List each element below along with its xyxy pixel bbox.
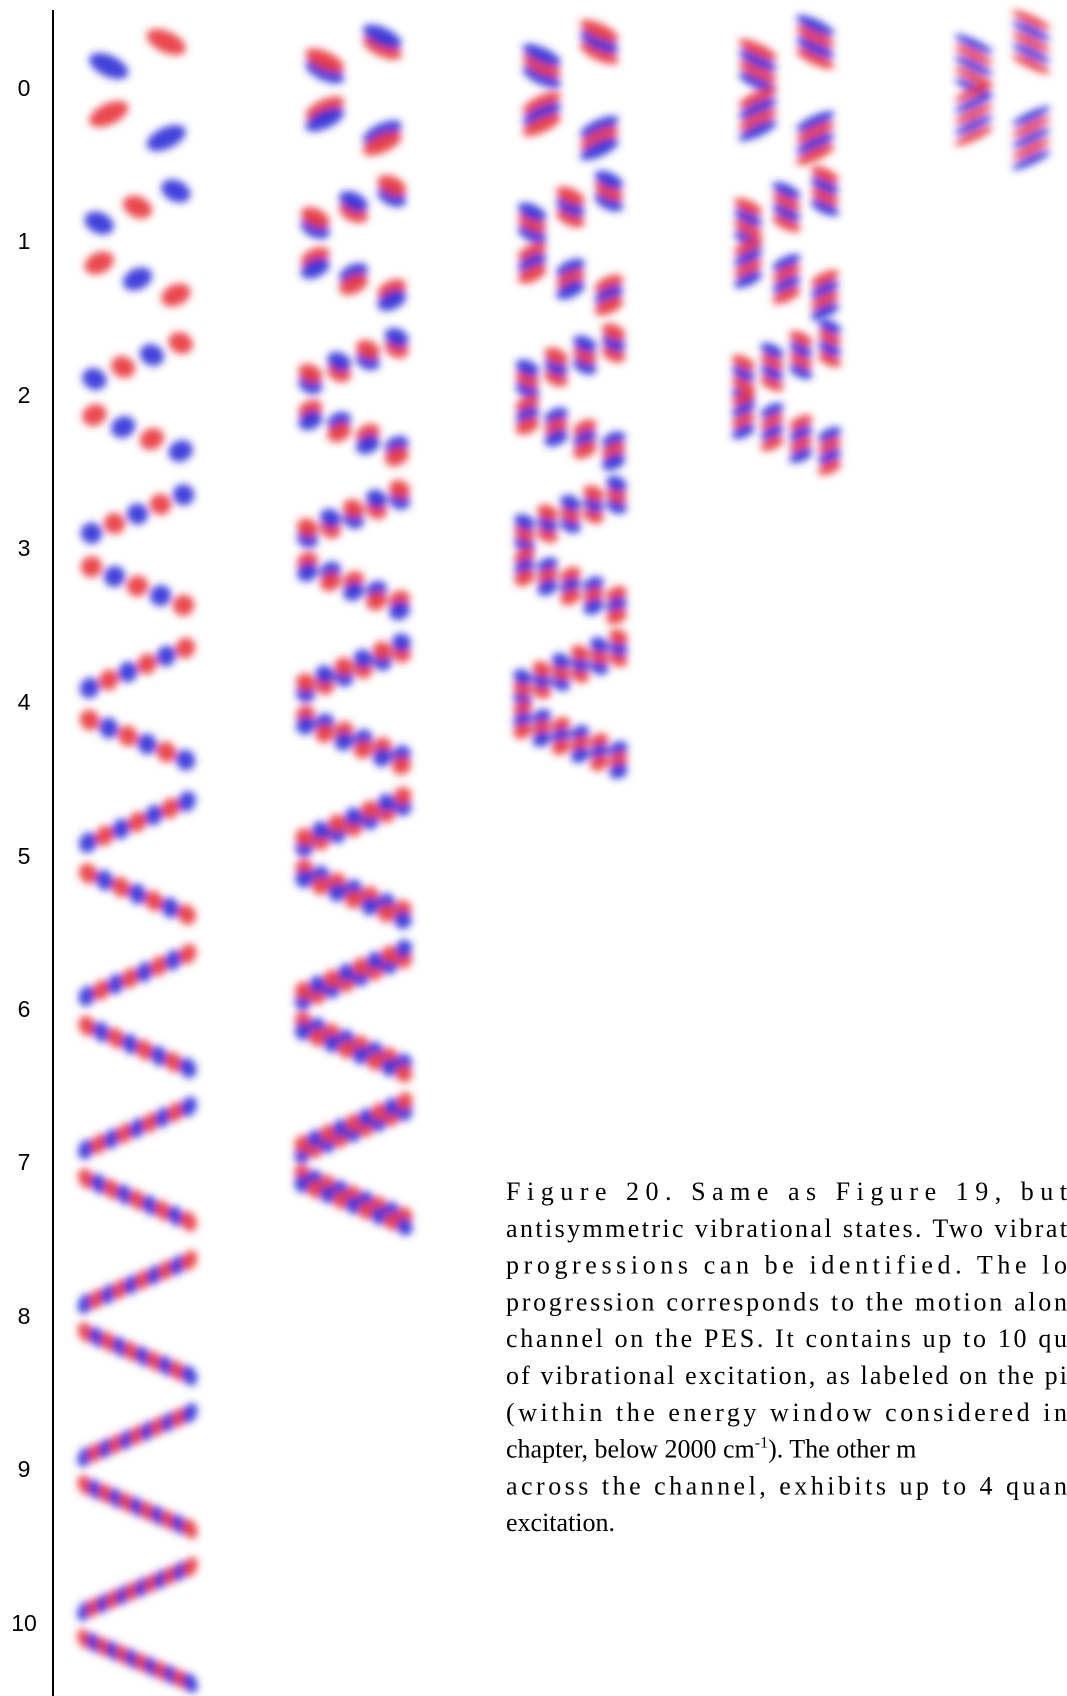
lobe bbox=[77, 519, 105, 547]
lobe bbox=[157, 279, 194, 311]
lobe bbox=[76, 674, 102, 701]
lobe bbox=[153, 642, 179, 669]
wavefunction-panel bbox=[732, 163, 842, 324]
caption: Figure 20. Same as Figure 19, but antisym… bbox=[506, 1177, 1067, 1537]
row-label: 3 bbox=[18, 535, 31, 561]
wavefunction-panel bbox=[79, 328, 197, 466]
wavefunction-panel bbox=[515, 167, 626, 320]
lobe bbox=[100, 510, 128, 538]
lobe bbox=[96, 666, 122, 693]
lobe bbox=[77, 553, 105, 581]
lobe bbox=[157, 175, 194, 207]
lobe bbox=[85, 96, 132, 133]
caption-line: antisymmetric vibrational states. Two vi… bbox=[506, 1214, 1067, 1243]
lobe bbox=[134, 650, 160, 677]
lobe bbox=[146, 582, 174, 610]
page: 0 1 2 3 4 5 6 7 8 9 10 Figure 20. Same as Figure 1… bbox=[0, 0, 1067, 1696]
wavefunction-panel bbox=[511, 626, 631, 782]
wavefunction-panel bbox=[75, 1094, 200, 1234]
wavefunction-panel bbox=[292, 784, 414, 932]
lobe bbox=[136, 340, 168, 370]
row-label: 0 bbox=[18, 75, 31, 101]
lobe bbox=[146, 490, 174, 518]
row-label: 9 bbox=[18, 1456, 31, 1482]
caption-text: ). The other m bbox=[768, 1435, 916, 1464]
caption-line: chapter, below 2000 cm-1). The other m bbox=[506, 1435, 916, 1464]
caption-line: channel on the PES. It contains up to 10… bbox=[506, 1324, 1067, 1353]
lobe bbox=[115, 722, 141, 749]
wavefunction-panel bbox=[85, 24, 189, 157]
wavefunction-panel bbox=[76, 634, 198, 773]
wavefunction-panel bbox=[76, 788, 200, 928]
lobe bbox=[81, 247, 118, 279]
lobe bbox=[100, 562, 128, 590]
caption-line: across the channel, exhibits up to 4 qua… bbox=[506, 1471, 1067, 1500]
lobe bbox=[134, 730, 160, 757]
lobe bbox=[107, 352, 139, 382]
wavefunction-panel bbox=[293, 630, 414, 777]
lobe bbox=[96, 714, 122, 741]
row-label: 7 bbox=[18, 1149, 31, 1175]
lobe bbox=[76, 706, 102, 733]
lobe bbox=[172, 634, 198, 661]
lobe bbox=[115, 658, 141, 685]
wavefunction-panel bbox=[295, 324, 412, 470]
caption-line: progression corresponds to the motion al… bbox=[506, 1287, 1067, 1316]
lobe bbox=[143, 24, 190, 61]
row-label: 6 bbox=[18, 996, 31, 1022]
lobe bbox=[85, 48, 132, 85]
row-label: 8 bbox=[18, 1303, 31, 1329]
wavefunction-panel bbox=[74, 1401, 200, 1542]
caption-line: of vibrational excitation, as labeled on… bbox=[506, 1361, 1067, 1390]
wavefunction-panel bbox=[77, 481, 197, 620]
lobe bbox=[81, 207, 118, 239]
lobe bbox=[136, 424, 168, 454]
wavefunction-panel bbox=[75, 941, 199, 1081]
wavefunction-panel bbox=[75, 1248, 201, 1388]
lobe bbox=[165, 436, 197, 466]
wavefunction-panel bbox=[81, 175, 194, 311]
figure: 0 1 2 3 4 5 6 7 8 9 10 Figure 20. Same as Figure 1… bbox=[0, 0, 1067, 1696]
wavefunction-panel bbox=[292, 937, 415, 1085]
wavefunction-panel bbox=[292, 1090, 416, 1239]
lobe bbox=[169, 481, 197, 509]
row-labels: 0 1 2 3 4 5 6 7 8 9 10 bbox=[11, 75, 37, 1636]
row-label: 2 bbox=[18, 382, 31, 408]
lobe bbox=[107, 412, 139, 442]
wavefunction-panel bbox=[513, 320, 628, 474]
wavefunction-panel bbox=[294, 477, 413, 624]
row-label: 5 bbox=[18, 843, 31, 869]
wavefunction-panel bbox=[953, 7, 1052, 173]
wavefunction-panel bbox=[730, 316, 844, 478]
wavefunction-panel bbox=[74, 1555, 201, 1696]
caption-line: excitation. bbox=[506, 1508, 615, 1537]
lobe bbox=[169, 591, 197, 619]
row-label: 4 bbox=[18, 689, 31, 715]
lobe bbox=[79, 364, 111, 394]
wavefunction-panel bbox=[736, 11, 837, 169]
lobe bbox=[165, 328, 197, 358]
wavefunction-panel bbox=[512, 472, 630, 627]
superscript: -1 bbox=[755, 1435, 768, 1452]
wavefunction-panel bbox=[297, 171, 409, 315]
wavefunction-panel bbox=[520, 15, 622, 164]
caption-text: chapter, below 2000 cm bbox=[506, 1435, 755, 1464]
lobe bbox=[172, 746, 198, 773]
caption-line: (within the energy window considered in bbox=[506, 1398, 1067, 1427]
caption-line: progressions can be identified. The lo bbox=[506, 1251, 1067, 1280]
row-label: 1 bbox=[18, 228, 31, 254]
lobe bbox=[143, 120, 190, 157]
wavefunction-panel bbox=[302, 19, 405, 160]
lobe bbox=[119, 263, 156, 295]
lobe bbox=[79, 400, 111, 430]
lobe bbox=[119, 191, 156, 223]
lobe bbox=[123, 572, 151, 600]
lobe bbox=[153, 738, 179, 765]
row-label: 10 bbox=[11, 1610, 37, 1636]
caption-line: Figure 20. Same as Figure 19, but bbox=[506, 1177, 1067, 1206]
lobe bbox=[123, 500, 151, 528]
